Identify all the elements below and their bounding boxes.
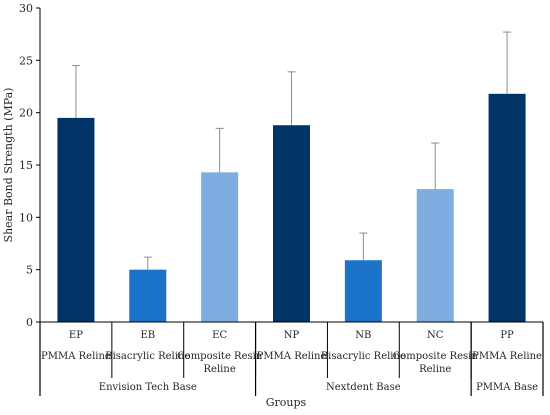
- y-axis: 0 5 10 15 20 25 30: [19, 2, 40, 329]
- error-bars-layer: [71, 31, 512, 270]
- bar-np: [273, 125, 310, 322]
- y-tick-label: 30: [19, 2, 33, 15]
- y-tick-label: 20: [19, 107, 33, 120]
- category-code-label: EP: [69, 330, 83, 341]
- category-code-label: NP: [284, 330, 300, 341]
- bar-ec: [201, 172, 239, 322]
- category-material-label: Composite Resin Reline: [177, 351, 263, 375]
- category-material-label: Bisacrylic Reline: [105, 351, 190, 362]
- category-code-label: PP: [500, 330, 514, 341]
- category-code-label: NC: [427, 330, 444, 341]
- y-tick-label: 0: [26, 316, 33, 329]
- bar-ep: [57, 117, 95, 323]
- bar-nc: [416, 189, 454, 322]
- group-label: Nextdent Base: [326, 382, 401, 393]
- group-label: PMMA Base: [476, 382, 538, 393]
- bar-pp: [488, 93, 526, 323]
- bar-nb: [344, 260, 382, 322]
- category-material-label: PMMA Reline: [41, 351, 111, 362]
- bars-layer: [57, 93, 526, 323]
- y-tick-label: 15: [19, 159, 33, 172]
- y-tick-label: 25: [19, 54, 33, 67]
- category-code-label: NB: [355, 330, 371, 341]
- category-material-label: PMMA Reline: [472, 351, 542, 362]
- x-axis: EP PMMA Reline EB Bisacrylic Reline EC Compos…: [39, 8, 544, 396]
- category-code-label: EC: [212, 330, 227, 341]
- category-material-label: Composite Resin Reline: [393, 351, 479, 375]
- category-material-label: Bisacrylic Reline: [321, 351, 406, 362]
- category-material-label: PMMA Reline: [257, 351, 327, 362]
- y-tick-label: 5: [26, 264, 33, 277]
- group-label: Envision Tech Base: [99, 382, 197, 393]
- y-axis-title: Shear Bond Strength (MPa): [2, 88, 15, 243]
- category-code-label: EB: [140, 330, 155, 341]
- bar-eb: [129, 269, 167, 322]
- x-axis-title: Groups: [266, 396, 307, 409]
- y-tick-label: 10: [19, 211, 33, 224]
